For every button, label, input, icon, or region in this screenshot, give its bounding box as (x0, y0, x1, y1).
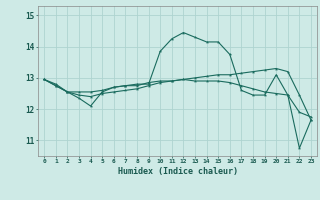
X-axis label: Humidex (Indice chaleur): Humidex (Indice chaleur) (118, 167, 238, 176)
